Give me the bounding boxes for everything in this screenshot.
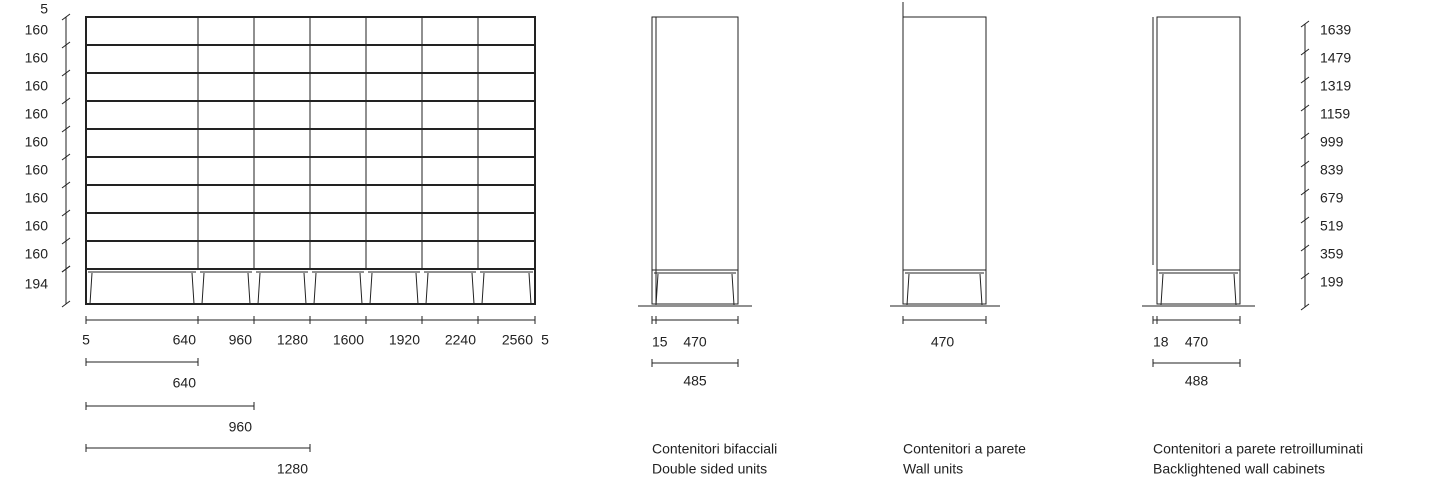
leg [1160,273,1237,306]
label: 1280 [277,332,308,348]
line [61,97,71,105]
label: 1280 [277,461,308,477]
cabinet [902,16,987,305]
cabinet [1156,16,1241,305]
label: 519 [1320,218,1344,234]
label: 15 [652,334,668,350]
line [1300,76,1310,84]
leg [655,273,735,306]
label: 160 [25,218,49,234]
label: Double sided units [652,461,767,477]
leg [89,272,195,305]
line [1300,20,1310,28]
label: Wall units [903,461,963,477]
label: 199 [1320,274,1344,290]
label: Backlightened wall cabinets [1153,461,1325,477]
label: 5 [82,332,90,348]
line [61,153,71,161]
label: Contenitori a parete [903,441,1026,457]
line [1300,160,1310,168]
label: 1479 [1320,50,1351,66]
line [61,69,71,77]
leg [313,272,363,305]
line [1300,132,1310,140]
label: 470 [1185,334,1209,350]
label: 1600 [333,332,364,348]
line [61,209,71,217]
label: 960 [229,419,253,435]
label: 160 [25,246,49,262]
label: 160 [25,22,49,38]
line [1300,188,1310,196]
label: 999 [1320,134,1344,150]
label: 488 [1185,373,1209,389]
label: 18 [1153,334,1169,350]
label: 1159 [1320,106,1350,122]
label: 160 [25,162,49,178]
line [61,300,71,308]
line [1300,244,1310,252]
label: 160 [25,78,49,94]
line [61,13,71,21]
label: 839 [1320,162,1344,178]
label: 5 [40,1,48,17]
label: 1920 [389,332,420,348]
leg [481,272,532,305]
line [1300,272,1310,280]
leg [257,272,307,305]
label: Contenitori a parete retroilluminati [1153,441,1363,457]
line [1300,48,1310,56]
line [61,181,71,189]
label: 160 [25,190,49,206]
leg [425,272,475,305]
label: 194 [25,276,49,292]
label: 359 [1320,246,1344,262]
label: 1319 [1320,78,1351,94]
leg [369,272,419,305]
line [1300,104,1310,112]
label: 470 [931,334,955,350]
line [1300,216,1310,224]
label: 160 [25,134,49,150]
label: 160 [25,106,49,122]
label: 2560 [502,332,533,348]
line [1300,303,1310,311]
label: 1639 [1320,22,1351,38]
label: 679 [1320,190,1344,206]
label: 640 [173,375,197,391]
label: 960 [229,332,253,348]
label: 5 [541,332,549,348]
label: 640 [173,332,197,348]
label: 2240 [445,332,476,348]
label: 160 [25,50,49,66]
leg [201,272,251,305]
line [61,237,71,245]
leg [906,273,983,306]
label: 485 [683,373,707,389]
label: Contenitori bifacciali [652,441,777,457]
line [61,41,71,49]
label: 470 [683,334,707,350]
line [61,265,71,273]
cabinet [651,16,739,305]
line [61,125,71,133]
